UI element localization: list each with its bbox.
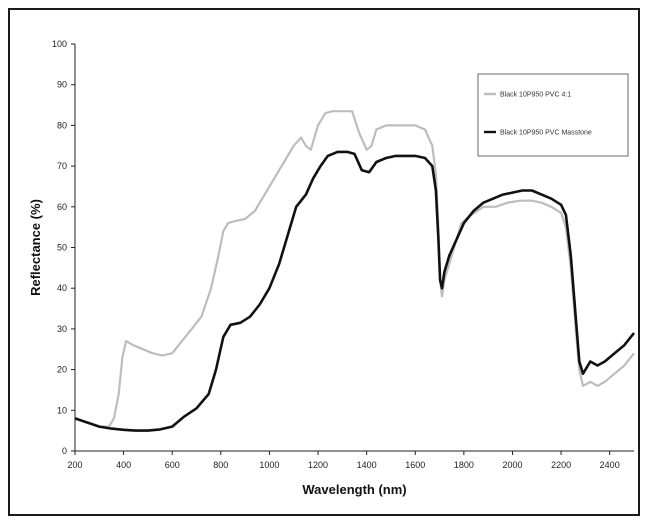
y-tick-label: 80 [57, 120, 67, 130]
y-axis-ticks: 0 10 20 30 40 50 60 70 80 90 100 [52, 39, 75, 456]
x-tick-label: 2200 [551, 460, 571, 470]
y-tick-label: 40 [57, 283, 67, 293]
y-tick-label: 10 [57, 405, 67, 415]
legend-label-1: Black 10P950 PVC 4:1 [500, 92, 571, 99]
series-line-2 [74, 150, 636, 432]
x-tick-label: 1800 [454, 460, 474, 470]
y-tick-label: 60 [57, 202, 67, 212]
series-line-1 [74, 110, 635, 428]
x-tick-label: 200 [67, 460, 82, 470]
x-tick-label: 600 [165, 460, 180, 470]
x-axis-ticks: 200 400 600 800 1000 1200 1400 1600 1800 2000 2200… [67, 451, 620, 470]
y-tick-label: 30 [57, 324, 67, 334]
series-layer [74, 110, 636, 432]
x-axis-title: Wavelength (nm) [302, 482, 406, 497]
y-tick-label: 70 [57, 161, 67, 171]
x-tick-label: 1400 [357, 460, 377, 470]
y-tick-label: 90 [57, 80, 67, 90]
y-tick-label: 100 [52, 39, 67, 49]
x-tick-label: 800 [213, 460, 228, 470]
legend-box [477, 73, 629, 157]
legend: Black 10P950 PVC 4:1 Black 10P950 PVC Mas… [477, 73, 629, 157]
y-tick-label: 0 [62, 446, 67, 456]
x-tick-label: 400 [116, 460, 131, 470]
x-tick-label: 1000 [259, 460, 279, 470]
x-tick-label: 2400 [600, 460, 620, 470]
y-tick-label: 50 [57, 243, 67, 253]
x-tick-label: 2000 [502, 460, 522, 470]
y-tick-label: 20 [57, 365, 67, 375]
legend-label-2: Black 10P950 PVC Masstone [500, 130, 592, 137]
x-tick-label: 1200 [308, 460, 328, 470]
y-axis-title: Reflectance (%) [28, 199, 43, 296]
x-tick-label: 1600 [405, 460, 425, 470]
